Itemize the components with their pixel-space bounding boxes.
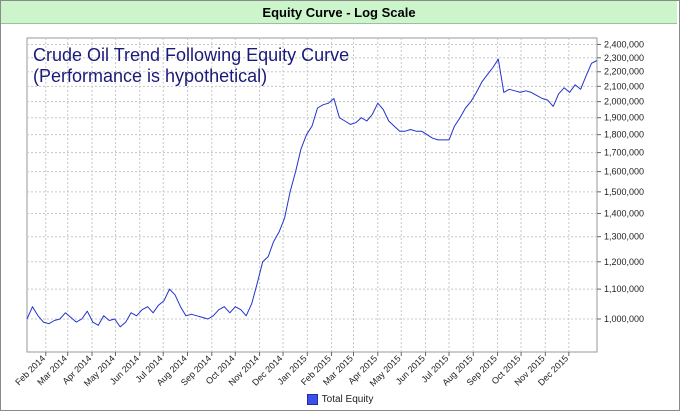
y-tick-label: 1,100,000 (604, 284, 644, 294)
y-tick-label: 2,300,000 (604, 53, 644, 63)
chart-title: Equity Curve - Log Scale (1, 1, 677, 24)
annotation-line-2: (Performance is hypothetical) (33, 66, 267, 86)
y-tick-label: 1,400,000 (604, 208, 644, 218)
y-tick-label: 1,900,000 (604, 113, 644, 123)
series-layer (26, 58, 598, 328)
series-line-total-equity (26, 58, 598, 328)
annotation-line-1: Crude Oil Trend Following Equity Curve (33, 45, 349, 65)
y-tick-label: 1,800,000 (604, 130, 644, 140)
y-tick-label: 2,100,000 (604, 81, 644, 91)
y-tick-label: 1,600,000 (604, 167, 644, 177)
legend-label-total-equity: Total Equity (321, 393, 374, 405)
y-tick-label: 1,300,000 (604, 232, 644, 242)
y-tick-label: 1,700,000 (604, 148, 644, 158)
y-tick-label: 1,000,000 (604, 314, 644, 324)
legend: Total Equity (0, 391, 680, 407)
y-tick-label: 1,200,000 (604, 257, 644, 267)
y-tick-label: 2,000,000 (604, 97, 644, 107)
y-tick-label: 1,500,000 (604, 187, 644, 197)
legend-swatch-total-equity (306, 393, 318, 405)
y-tick-label: 2,400,000 (604, 39, 644, 49)
y-tick-label: 2,200,000 (604, 67, 644, 77)
y-axis: 1,000,000 1,100,000 1,200,000 1,300,000 1,40… (597, 39, 644, 324)
grid-lines (27, 38, 597, 352)
plot-area (26, 37, 598, 353)
